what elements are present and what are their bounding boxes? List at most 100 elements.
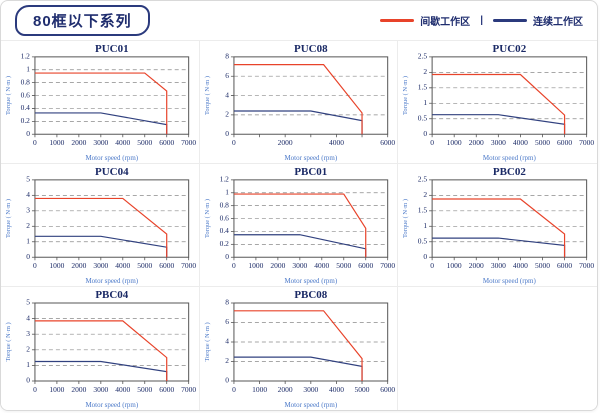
chart-grid: 0 0.2 0.4 0.6 0.8 1 1.2 0 1000 2000 3000 4000 5000 60… bbox=[1, 40, 597, 410]
y-tick-label: 0 bbox=[225, 129, 229, 138]
legend-item-intermittent: 间歇工作区 bbox=[380, 13, 470, 28]
legend-separator: | bbox=[480, 15, 483, 26]
x-axis-label: Motor speed (rpm) bbox=[85, 277, 138, 285]
y-tick-label: 4 bbox=[26, 190, 30, 199]
y-tick-label: 0 bbox=[26, 129, 30, 138]
x-tick-label: 2000 bbox=[71, 138, 86, 147]
x-tick-label: 3000 bbox=[292, 261, 307, 270]
y-axis-label: Torque ( N·m ) bbox=[402, 76, 409, 115]
continuous-curve bbox=[34, 360, 168, 381]
y-tick-label: 1.5 bbox=[418, 206, 428, 215]
y-tick-label: 0 bbox=[225, 252, 229, 261]
x-axis-label: Motor speed (rpm) bbox=[85, 154, 138, 162]
y-tick-label: 8 bbox=[225, 298, 229, 307]
y-tick-label: 2 bbox=[424, 67, 428, 76]
y-axis-label: Torque ( N·m ) bbox=[5, 199, 12, 238]
x-tick-label: 4000 bbox=[513, 261, 528, 270]
x-tick-label: 5000 bbox=[535, 138, 550, 147]
x-tick-label: 5000 bbox=[336, 261, 351, 270]
y-tick-label: 3 bbox=[26, 206, 30, 215]
plot-border bbox=[431, 179, 588, 258]
chart-PBC08: 0 2 4 6 8 0 1000 2000 3000 4000 5000 6000 PBC08 Motor… bbox=[204, 289, 395, 409]
chart-cell-PUC08: 0 2 4 6 8 0 2000 4000 6000 PUC08 Motor speed (rpm)… bbox=[199, 41, 399, 164]
y-tick-label: 4 bbox=[26, 313, 30, 322]
chart-PBC01: 0 0.2 0.4 0.6 0.8 1 1.2 0 1000 2000 3000 4000 5000 60… bbox=[204, 166, 395, 285]
x-tick-label: 2000 bbox=[277, 385, 292, 394]
chart-title: PBC08 bbox=[294, 289, 327, 301]
y-tick-label: 1 bbox=[424, 221, 428, 230]
chart-PBC04: 0 1 2 3 4 5 0 1000 2000 3000 4000 5000 6000 7000 PBC04… bbox=[5, 289, 196, 409]
y-tick-label: 2.5 bbox=[418, 52, 428, 61]
y-tick-label: 0.2 bbox=[219, 239, 229, 248]
chart-title: PBC01 bbox=[294, 166, 327, 178]
chart-title: PBC04 bbox=[95, 289, 128, 301]
chart-PBC02: 0 0.5 1 1.5 2 2.5 0 1000 2000 3000 4000 5000 6000 700… bbox=[402, 166, 594, 285]
legend-label-continuous: 连续工作区 bbox=[533, 17, 583, 28]
intermittent-curve bbox=[34, 320, 168, 381]
empty-cell bbox=[398, 287, 597, 410]
x-tick-label: 6000 bbox=[159, 385, 174, 394]
x-tick-label: 0 bbox=[33, 385, 37, 394]
x-axis-label: Motor speed (rpm) bbox=[284, 401, 337, 409]
legend-item-continuous: 连续工作区 bbox=[493, 13, 583, 28]
y-tick-label: 0.4 bbox=[21, 103, 31, 112]
y-tick-label: 1.5 bbox=[418, 83, 428, 92]
y-tick-label: 1 bbox=[424, 98, 428, 107]
y-tick-label: 0 bbox=[26, 252, 30, 261]
x-tick-label: 0 bbox=[33, 261, 37, 270]
x-tick-label: 4000 bbox=[115, 261, 130, 270]
x-tick-label: 3000 bbox=[491, 261, 506, 270]
intermittent-curve bbox=[233, 64, 363, 135]
x-axis-label: Motor speed (rpm) bbox=[483, 277, 537, 285]
x-tick-label: 0 bbox=[232, 261, 236, 270]
chart-PUC01: 0 0.2 0.4 0.6 0.8 1 1.2 0 1000 2000 3000 4000 5000 60… bbox=[5, 43, 196, 162]
x-tick-label: 7000 bbox=[579, 138, 594, 147]
chart-title: PBC02 bbox=[493, 166, 527, 178]
continuous-curve bbox=[34, 235, 168, 258]
x-tick-label: 2000 bbox=[270, 261, 285, 270]
y-tick-label: 1.2 bbox=[21, 52, 31, 61]
x-tick-label: 1000 bbox=[252, 385, 267, 394]
y-tick-label: 0.6 bbox=[219, 213, 229, 222]
x-tick-label: 0 bbox=[232, 138, 236, 147]
legend: 间歇工作区 | 连续工作区 bbox=[380, 13, 583, 28]
x-tick-label: 3000 bbox=[93, 385, 108, 394]
x-tick-label: 2000 bbox=[71, 385, 86, 394]
y-tick-label: 2 bbox=[26, 221, 30, 230]
x-tick-label: 2000 bbox=[469, 138, 484, 147]
x-tick-label: 1000 bbox=[447, 261, 462, 270]
chart-title: PUC01 bbox=[95, 43, 129, 55]
x-tick-label: 3000 bbox=[491, 138, 506, 147]
y-tick-label: 2 bbox=[26, 345, 30, 354]
y-tick-label: 0 bbox=[424, 252, 428, 261]
y-tick-label: 0.8 bbox=[21, 77, 31, 86]
y-axis-label: Torque ( N·m ) bbox=[5, 322, 12, 361]
chart-PUC04: 0 1 2 3 4 5 0 1000 2000 3000 4000 5000 6000 7000 PUC04… bbox=[5, 166, 196, 285]
intermittent-curve bbox=[34, 72, 168, 135]
y-tick-label: 0.5 bbox=[418, 114, 428, 123]
x-tick-label: 7000 bbox=[181, 385, 196, 394]
y-tick-label: 6 bbox=[225, 317, 229, 326]
x-tick-label: 4000 bbox=[329, 385, 344, 394]
plot-border bbox=[431, 56, 588, 135]
x-tick-label: 5000 bbox=[354, 385, 369, 394]
x-tick-label: 0 bbox=[232, 385, 236, 394]
y-tick-label: 6 bbox=[225, 71, 229, 80]
continuous-curve bbox=[34, 112, 168, 135]
y-tick-label: 0.2 bbox=[21, 116, 31, 125]
x-tick-label: 4000 bbox=[115, 385, 130, 394]
x-axis-label: Motor speed (rpm) bbox=[284, 277, 337, 285]
continuous-curve bbox=[432, 114, 566, 135]
chart-title: PUC04 bbox=[95, 166, 129, 178]
x-tick-label: 5000 bbox=[137, 261, 152, 270]
x-tick-label: 0 bbox=[431, 138, 435, 147]
y-tick-label: 1 bbox=[26, 64, 30, 73]
y-tick-label: 2 bbox=[225, 110, 229, 119]
x-tick-label: 6000 bbox=[358, 261, 373, 270]
y-tick-label: 2 bbox=[424, 190, 428, 199]
x-tick-label: 3000 bbox=[303, 385, 318, 394]
y-tick-label: 0.6 bbox=[21, 90, 31, 99]
x-tick-label: 4000 bbox=[115, 138, 130, 147]
x-axis-label: Motor speed (rpm) bbox=[483, 154, 537, 162]
